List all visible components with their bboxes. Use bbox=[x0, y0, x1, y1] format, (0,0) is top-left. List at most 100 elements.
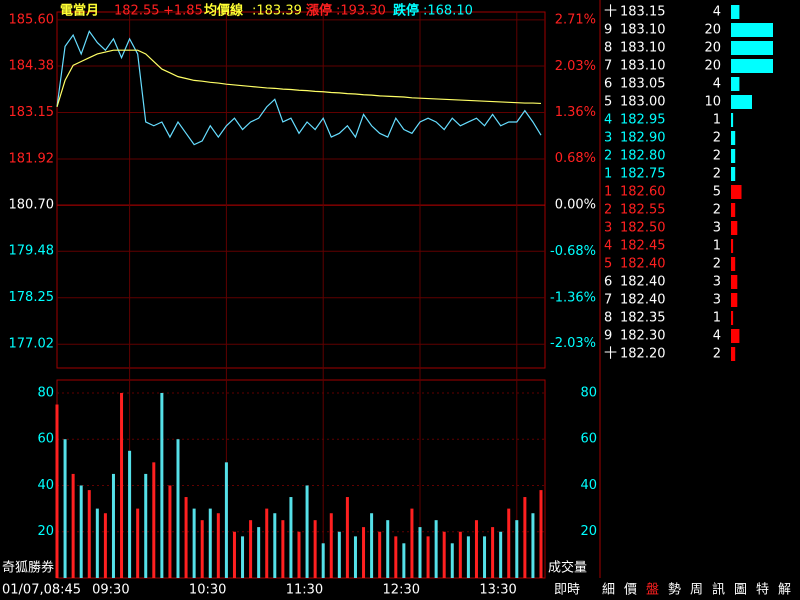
book-price: 182.35 bbox=[620, 311, 666, 326]
book-bar bbox=[731, 167, 736, 181]
volume-bar bbox=[386, 520, 390, 578]
book-level: 1 bbox=[604, 167, 612, 182]
book-bar bbox=[731, 5, 740, 19]
volume-bar bbox=[200, 520, 204, 578]
volume-bar bbox=[402, 543, 406, 578]
volume-label: 成交量 bbox=[548, 560, 587, 576]
x-tick-label: 09:30 bbox=[92, 583, 129, 598]
book-level: 3 bbox=[604, 221, 612, 236]
book-price: 182.80 bbox=[620, 149, 666, 164]
volume-bar bbox=[224, 462, 228, 578]
book-price: 182.75 bbox=[620, 167, 666, 182]
book-level: 5 bbox=[604, 257, 612, 272]
book-bar bbox=[731, 41, 773, 55]
y-tick-label: 40 bbox=[37, 478, 54, 493]
volume-bar bbox=[345, 497, 349, 578]
menu-item[interactable]: 訊 bbox=[712, 583, 725, 598]
volume-bar bbox=[281, 520, 285, 578]
volume-bar bbox=[184, 497, 188, 578]
y-tick-label: 80 bbox=[37, 385, 54, 400]
book-level: 2 bbox=[604, 203, 612, 218]
book-qty: 2 bbox=[713, 257, 721, 272]
volume-bar bbox=[515, 520, 519, 578]
book-bar bbox=[731, 95, 752, 109]
volume-bar bbox=[265, 508, 269, 578]
volume-bar bbox=[152, 462, 156, 578]
book-bar bbox=[731, 275, 738, 289]
y-tick-label: 179.48 bbox=[9, 244, 55, 259]
y2-tick-label: 2.71% bbox=[555, 13, 596, 28]
book-level: 5 bbox=[604, 95, 612, 110]
y2-tick-label: 20 bbox=[580, 524, 597, 539]
price-change: +1.85 bbox=[163, 4, 203, 19]
volume-bar bbox=[249, 520, 253, 578]
book-bar bbox=[731, 239, 734, 253]
price-line bbox=[56, 29, 542, 146]
book-qty: 2 bbox=[713, 167, 721, 182]
book-qty: 4 bbox=[713, 5, 721, 20]
book-price: 182.40 bbox=[620, 257, 666, 272]
book-price: 183.10 bbox=[620, 59, 666, 74]
y-tick-label: 177.02 bbox=[9, 337, 55, 352]
menu-item[interactable]: 勢 bbox=[668, 583, 681, 598]
y2-tick-label: 1.36% bbox=[555, 105, 596, 120]
volume-bar bbox=[111, 473, 115, 578]
book-bar bbox=[731, 185, 742, 199]
volume-bar bbox=[321, 543, 325, 578]
book-price: 182.90 bbox=[620, 131, 666, 146]
x-tick-label: 10:30 bbox=[189, 583, 226, 598]
limit-down-label: 跌停 bbox=[393, 3, 419, 19]
book-level: 7 bbox=[604, 293, 612, 308]
book-qty: 4 bbox=[713, 329, 721, 344]
menu-item[interactable]: 圖 bbox=[734, 583, 747, 598]
book-price: 182.40 bbox=[620, 293, 666, 308]
volume-bar bbox=[491, 527, 495, 578]
volume-bar bbox=[79, 485, 83, 578]
menu-item[interactable]: 解 bbox=[778, 583, 791, 598]
volume-bar bbox=[257, 527, 261, 578]
volume-bar bbox=[232, 531, 236, 578]
last-price: 182.55 bbox=[114, 4, 160, 19]
menu-item[interactable]: 盤 bbox=[646, 583, 659, 598]
realtime-button[interactable]: 即時 bbox=[554, 583, 580, 598]
book-qty: 20 bbox=[704, 59, 721, 74]
volume-bar bbox=[531, 513, 535, 578]
y-tick-label: 185.60 bbox=[9, 12, 55, 27]
volume-bar bbox=[128, 450, 132, 578]
volume-bar bbox=[410, 508, 414, 578]
book-bar bbox=[731, 293, 738, 307]
y-tick-label: 180.70 bbox=[9, 198, 55, 213]
book-level: 1 bbox=[604, 185, 612, 200]
volume-bar bbox=[176, 439, 180, 578]
book-qty: 2 bbox=[713, 131, 721, 146]
menu-item[interactable]: 特 bbox=[756, 583, 769, 598]
y-tick-label: 60 bbox=[37, 432, 54, 447]
volume-bar bbox=[450, 543, 454, 578]
book-price: 182.50 bbox=[620, 221, 666, 236]
book-qty: 2 bbox=[713, 149, 721, 164]
volume-bar bbox=[192, 508, 196, 578]
book-level: 十 bbox=[604, 5, 617, 20]
volume-bar bbox=[523, 497, 527, 578]
book-price: 183.15 bbox=[620, 5, 666, 20]
volume-bar bbox=[168, 485, 172, 578]
avg-value: :183.39 bbox=[252, 4, 302, 19]
book-price: 183.10 bbox=[620, 41, 666, 56]
book-price: 182.95 bbox=[620, 113, 666, 128]
book-qty: 1 bbox=[713, 311, 721, 326]
menu-item[interactable]: 價 bbox=[624, 583, 637, 598]
volume-bar bbox=[160, 392, 164, 578]
menu-item[interactable]: 細 bbox=[602, 583, 615, 598]
book-bar bbox=[731, 221, 738, 235]
menu-item[interactable]: 周 bbox=[690, 583, 703, 598]
volume-bar bbox=[418, 527, 422, 578]
volume-bar bbox=[87, 490, 91, 578]
y2-tick-label: -2.03% bbox=[550, 336, 596, 351]
y-tick-label: 183.15 bbox=[9, 105, 55, 120]
volume-bar bbox=[136, 508, 140, 578]
book-bar bbox=[731, 77, 740, 91]
volume-bar bbox=[539, 490, 543, 578]
book-price: 182.20 bbox=[620, 347, 666, 362]
book-bar bbox=[731, 203, 736, 217]
